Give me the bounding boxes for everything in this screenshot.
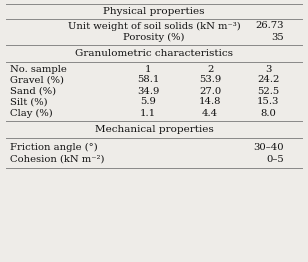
Text: Granulometric characteristics: Granulometric characteristics (75, 48, 233, 57)
Text: 8.0: 8.0 (260, 108, 276, 117)
Text: 1: 1 (145, 64, 151, 74)
Text: Silt (%): Silt (%) (10, 97, 48, 106)
Text: 2: 2 (207, 64, 213, 74)
Text: 34.9: 34.9 (137, 86, 159, 96)
Text: Unit weight of soil solids (kN m⁻³): Unit weight of soil solids (kN m⁻³) (68, 21, 240, 31)
Text: 52.5: 52.5 (257, 86, 279, 96)
Text: 26.73: 26.73 (256, 21, 284, 30)
Text: 5.9: 5.9 (140, 97, 156, 106)
Text: 30–40: 30–40 (253, 143, 284, 151)
Text: No. sample: No. sample (10, 64, 67, 74)
Text: 15.3: 15.3 (257, 97, 279, 106)
Text: Porosity (%): Porosity (%) (123, 32, 185, 42)
Text: 27.0: 27.0 (199, 86, 221, 96)
Text: Clay (%): Clay (%) (10, 108, 53, 118)
Text: 3: 3 (265, 64, 271, 74)
Text: Sand (%): Sand (%) (10, 86, 56, 96)
Text: 1.1: 1.1 (140, 108, 156, 117)
Text: 53.9: 53.9 (199, 75, 221, 85)
Text: 24.2: 24.2 (257, 75, 279, 85)
Text: Friction angle (°): Friction angle (°) (10, 143, 98, 151)
Text: 0–5: 0–5 (266, 155, 284, 163)
Text: Physical properties: Physical properties (103, 7, 205, 15)
Text: 4.4: 4.4 (202, 108, 218, 117)
Text: Mechanical properties: Mechanical properties (95, 124, 213, 134)
Text: 14.8: 14.8 (199, 97, 221, 106)
Text: Cohesion (kN m⁻²): Cohesion (kN m⁻²) (10, 155, 104, 163)
Text: Gravel (%): Gravel (%) (10, 75, 64, 85)
Text: 35: 35 (271, 32, 284, 41)
Text: 58.1: 58.1 (137, 75, 159, 85)
